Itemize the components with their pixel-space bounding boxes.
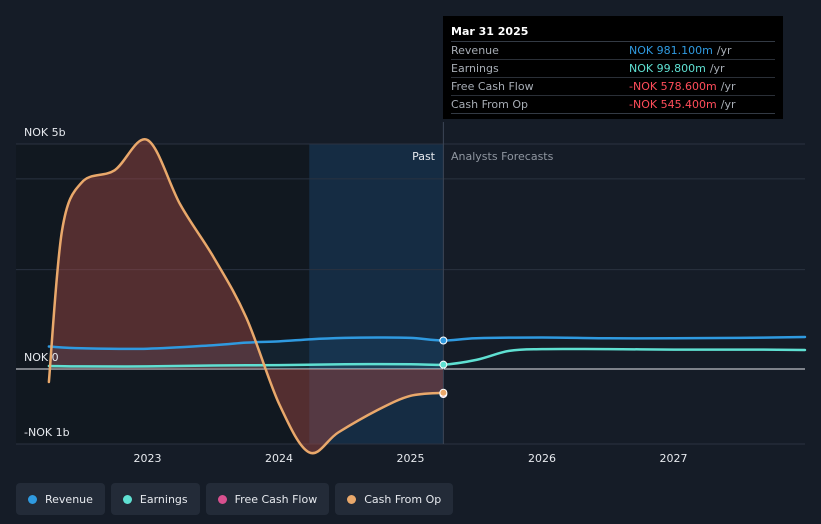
y-tick-label: -NOK 1b: [24, 426, 70, 439]
tooltip-unit: /yr: [709, 62, 725, 75]
legend-label: Free Cash Flow: [234, 492, 318, 506]
cash-from-op-line: [47, 138, 445, 455]
tooltip-label: Revenue: [451, 44, 499, 57]
revenue-dot-icon: [28, 494, 37, 504]
cash-from-op-area: [48, 139, 444, 454]
forecast-label: Analysts Forecasts: [451, 150, 554, 163]
legend-item-cash-from-op[interactable]: Cash From Op: [335, 483, 454, 515]
tooltip-label: Free Cash Flow: [451, 80, 534, 93]
revenue-area: [48, 337, 444, 369]
gridlines: [16, 143, 805, 445]
cash-from-op-point[interactable]: [439, 388, 448, 397]
free-cash-flow-dot-icon: [217, 494, 227, 504]
y-tick-label: NOK 0: [24, 351, 59, 364]
tooltip-value: -NOK 545.400m: [629, 98, 717, 111]
y-axis: NOK 5b NOK 0 -NOK 1b: [24, 126, 70, 439]
legend-label: Revenue: [45, 492, 93, 506]
tooltip: Mar 31 2025 Revenue NOK 981.100m /yr Ear…: [443, 16, 783, 119]
x-tick-label: 2026: [528, 452, 556, 465]
y-tick-label: NOK 5b: [24, 126, 66, 139]
earnings-point[interactable]: [439, 360, 448, 369]
tooltip-value: NOK 981.100m: [629, 44, 713, 57]
tooltip-date: Mar 31 2025: [451, 22, 775, 42]
x-axis: 2023 2024 2025 2026 2027: [134, 452, 688, 465]
tooltip-value: -NOK 578.600m: [629, 80, 717, 93]
revenue-line: [47, 335, 807, 351]
tooltip-unit: /yr: [720, 80, 736, 93]
tooltip-row-free-cash-flow: Free Cash Flow -NOK 578.600m /yr: [451, 78, 775, 96]
tooltip-value: NOK 99.800m: [629, 62, 706, 75]
x-tick-label: 2025: [397, 452, 425, 465]
legend-item-free-cash-flow[interactable]: Free Cash Flow: [205, 483, 330, 515]
legend-item-revenue[interactable]: Revenue: [16, 483, 105, 515]
tooltip-unit: /yr: [720, 98, 736, 111]
tooltip-unit: /yr: [716, 44, 732, 57]
tooltip-label: Cash From Op: [451, 98, 529, 111]
tooltip-row-earnings: Earnings NOK 99.800m /yr: [451, 60, 775, 78]
revenue-point[interactable]: [439, 336, 448, 345]
legend-item-earnings[interactable]: Earnings: [110, 483, 200, 515]
series-points: [439, 336, 448, 399]
legend-label: Earnings: [139, 492, 188, 506]
x-tick-label: 2027: [660, 452, 688, 465]
tooltip-row-cash-from-op: Cash From Op -NOK 545.400m /yr: [451, 96, 775, 114]
past-label: Past: [412, 150, 436, 163]
cash-from-op-dot-icon: [347, 494, 357, 504]
tooltip-label: Earnings: [451, 62, 499, 75]
x-tick-label: 2023: [134, 452, 162, 465]
earnings-dot-icon: [122, 494, 132, 504]
tooltip-row-revenue: Revenue NOK 981.100m /yr: [451, 42, 775, 60]
legend: Revenue Earnings Free Cash Flow Cash Fro…: [16, 483, 454, 515]
legend-label: Cash From Op: [364, 492, 442, 506]
x-tick-label: 2024: [265, 452, 293, 465]
